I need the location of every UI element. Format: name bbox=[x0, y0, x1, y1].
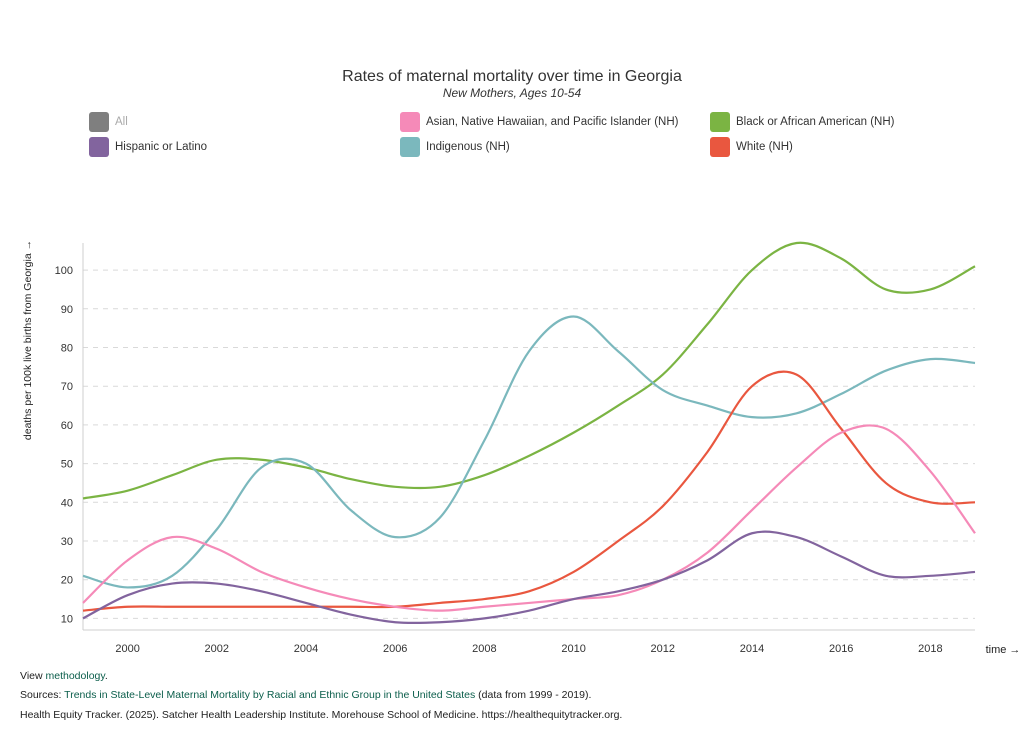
legend-item-white[interactable]: White (NH) bbox=[710, 136, 793, 158]
legend-item-asian[interactable]: Asian, Native Hawaiian, and Pacific Isla… bbox=[400, 111, 678, 133]
legend-swatch-asian bbox=[400, 112, 420, 132]
legend-item-indigenous[interactable]: Indigenous (NH) bbox=[400, 136, 510, 158]
series-line bbox=[82, 315, 976, 589]
x-tick-label: 2010 bbox=[561, 643, 585, 655]
legend-swatch-black bbox=[710, 112, 730, 132]
y-tick-label: 80 bbox=[61, 342, 73, 354]
x-axis-label: time → bbox=[986, 644, 1021, 656]
legend-label-hispanic: Hispanic or Latino bbox=[115, 141, 208, 153]
methodology-note: View methodology. bbox=[20, 670, 108, 682]
x-tick-label: 2012 bbox=[651, 643, 675, 655]
grid-lines bbox=[83, 269, 975, 619]
y-tick-label: 60 bbox=[61, 420, 73, 432]
y-tick-label: 30 bbox=[61, 536, 73, 548]
y-axis-label: deaths per 100k live births from Georgia… bbox=[22, 240, 34, 440]
legend-item-hispanic[interactable]: Hispanic or Latino bbox=[89, 136, 207, 158]
sources-link[interactable]: Trends in State-Level Maternal Mortality… bbox=[64, 689, 476, 701]
y-tick-label: 40 bbox=[61, 497, 73, 509]
legend-item-black[interactable]: Black or African American (NH) bbox=[710, 111, 895, 133]
legend-item-all[interactable]: All bbox=[89, 111, 128, 133]
sources-prefix: Sources: bbox=[20, 689, 65, 701]
y-tick-label: 20 bbox=[61, 575, 73, 587]
series-line bbox=[82, 241, 976, 500]
x-tick-labels: 2000 2002 2004 2006 2008 2010 2012 2014 2016 2018 bbox=[115, 643, 942, 655]
chart-subtitle: New Mothers, Ages 10-54 bbox=[442, 86, 582, 100]
chart-title: Rates of maternal mortality over time in… bbox=[342, 68, 682, 85]
x-tick-label: 2018 bbox=[918, 643, 942, 655]
legend-swatch-indigenous bbox=[400, 137, 420, 157]
series-line bbox=[82, 370, 976, 612]
legend-label-all: All bbox=[115, 116, 128, 128]
series-line bbox=[82, 424, 976, 612]
methodology-link[interactable]: methodology bbox=[45, 670, 105, 682]
legend-label-black: Black or African American (NH) bbox=[736, 116, 895, 128]
y-tick-label: 70 bbox=[61, 381, 73, 393]
x-tick-label: 2008 bbox=[472, 643, 496, 655]
view-suffix: . bbox=[104, 670, 108, 682]
sources-note: Sources: Trends in State-Level Maternal … bbox=[20, 689, 591, 701]
y-tick-labels: 10 20 30 40 50 60 70 80 90 100 bbox=[55, 265, 73, 625]
legend-label-indigenous: Indigenous (NH) bbox=[426, 141, 510, 153]
x-tick-label: 2004 bbox=[294, 643, 318, 655]
x-tick-label: 2000 bbox=[115, 643, 139, 655]
sources-suffix: (data from 1999 - 2019). bbox=[475, 689, 592, 701]
y-tick-label: 90 bbox=[61, 304, 73, 316]
y-tick-label: 50 bbox=[61, 459, 73, 471]
y-tick-label: 100 bbox=[55, 265, 73, 277]
view-prefix: View bbox=[20, 670, 46, 682]
x-tick-label: 2002 bbox=[205, 643, 229, 655]
citation: Health Equity Tracker. (2025). Satcher H… bbox=[20, 709, 623, 721]
series-line bbox=[82, 530, 976, 625]
legend-swatch-all bbox=[89, 112, 109, 132]
legend-swatch-hispanic bbox=[89, 137, 109, 157]
x-tick-label: 2016 bbox=[829, 643, 853, 655]
legend-label-white: White (NH) bbox=[736, 141, 793, 153]
axes bbox=[82, 243, 975, 631]
x-tick-label: 2006 bbox=[383, 643, 407, 655]
legend-swatch-white bbox=[710, 137, 730, 157]
legend-label-asian: Asian, Native Hawaiian, and Pacific Isla… bbox=[426, 116, 679, 128]
series-lines bbox=[82, 241, 976, 625]
x-tick-label: 2014 bbox=[740, 643, 764, 655]
y-tick-label: 10 bbox=[61, 613, 73, 625]
